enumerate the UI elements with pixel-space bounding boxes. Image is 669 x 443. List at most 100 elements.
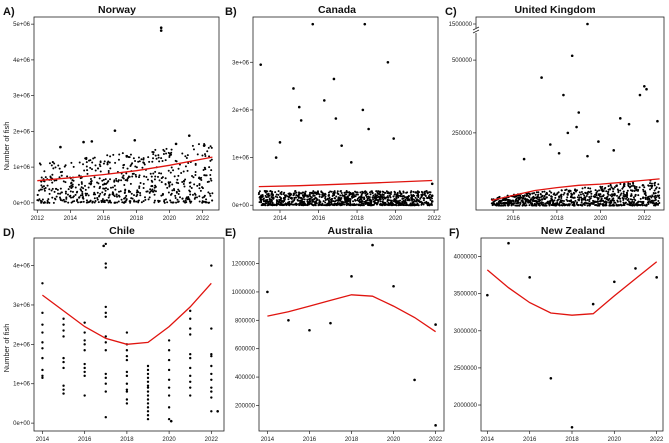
data-point (42, 201, 45, 204)
data-point (41, 374, 44, 378)
data-point (538, 198, 541, 201)
data-point (405, 204, 408, 207)
data-point (94, 193, 97, 196)
data-point (145, 190, 148, 193)
data-point (116, 201, 119, 204)
data-point (38, 198, 41, 201)
data-point (610, 186, 613, 189)
data-point (104, 178, 107, 181)
trend-line (491, 178, 660, 202)
data-point (594, 193, 597, 196)
data-point (41, 347, 44, 350)
data-point (114, 161, 117, 164)
data-point (580, 190, 583, 193)
data-point (142, 158, 145, 161)
data-point (398, 190, 401, 193)
data-point (153, 193, 156, 196)
data-point (157, 156, 160, 159)
data-point (522, 196, 525, 199)
data-point (96, 167, 99, 170)
data-point (486, 293, 489, 297)
data-point (418, 191, 421, 194)
data-point (637, 194, 640, 197)
y-tick-label: 4e+06 (13, 264, 31, 270)
data-point (189, 317, 192, 320)
data-point (396, 191, 399, 194)
data-point (156, 175, 159, 178)
data-point (622, 195, 625, 198)
data-point (537, 191, 540, 194)
data-point (83, 394, 86, 397)
data-point (169, 419, 173, 423)
panel-label: B) (225, 6, 237, 18)
data-point (510, 204, 513, 207)
data-point (390, 191, 393, 194)
data-point (118, 190, 121, 193)
data-point (320, 196, 323, 199)
data-point (363, 196, 366, 199)
data-point (62, 360, 65, 364)
data-point (194, 173, 197, 176)
data-point (610, 204, 613, 207)
data-point (282, 203, 285, 206)
data-point (109, 167, 112, 170)
data-point (153, 199, 156, 202)
data-point (505, 201, 508, 204)
data-point (41, 282, 44, 285)
data-point (201, 196, 204, 199)
data-point (616, 200, 619, 203)
data-point (124, 196, 127, 199)
data-point (148, 196, 151, 199)
data-point (517, 199, 520, 202)
data-point (308, 198, 311, 201)
data-point (323, 99, 326, 102)
data-point (207, 191, 210, 194)
data-point (259, 63, 263, 66)
data-point (115, 179, 118, 182)
data-point (211, 192, 214, 195)
data-point (635, 189, 638, 192)
data-point (151, 180, 154, 183)
data-point (108, 193, 111, 196)
data-point (311, 200, 314, 203)
data-point (615, 204, 618, 207)
data-point (368, 199, 371, 202)
data-point (354, 190, 357, 193)
data-point (152, 153, 155, 156)
data-point (382, 198, 385, 201)
data-point (123, 192, 126, 195)
data-point (428, 191, 431, 194)
data-point (159, 26, 163, 30)
data-point (161, 159, 164, 162)
data-point (74, 186, 77, 189)
data-point (557, 151, 561, 155)
data-point (189, 356, 192, 360)
data-point (126, 167, 129, 170)
data-point (82, 140, 85, 144)
data-point (146, 410, 150, 413)
data-point (140, 201, 143, 204)
data-point (417, 196, 420, 199)
data-point (375, 190, 378, 193)
data-point (580, 196, 583, 199)
data-point (334, 197, 337, 200)
data-point (117, 194, 120, 197)
data-point (46, 201, 49, 204)
data-point (92, 157, 95, 160)
data-point (587, 202, 590, 205)
data-point (261, 194, 264, 197)
data-point (164, 159, 167, 162)
data-point (134, 159, 137, 162)
data-point (52, 201, 55, 204)
data-point (309, 197, 312, 200)
data-point (167, 394, 171, 397)
data-point (135, 200, 138, 203)
data-point (170, 166, 173, 169)
data-point (70, 182, 73, 185)
data-point (302, 195, 305, 198)
data-point (36, 199, 39, 202)
data-point (279, 191, 282, 194)
data-point (109, 178, 112, 181)
data-point (367, 197, 370, 200)
data-point (57, 164, 60, 167)
